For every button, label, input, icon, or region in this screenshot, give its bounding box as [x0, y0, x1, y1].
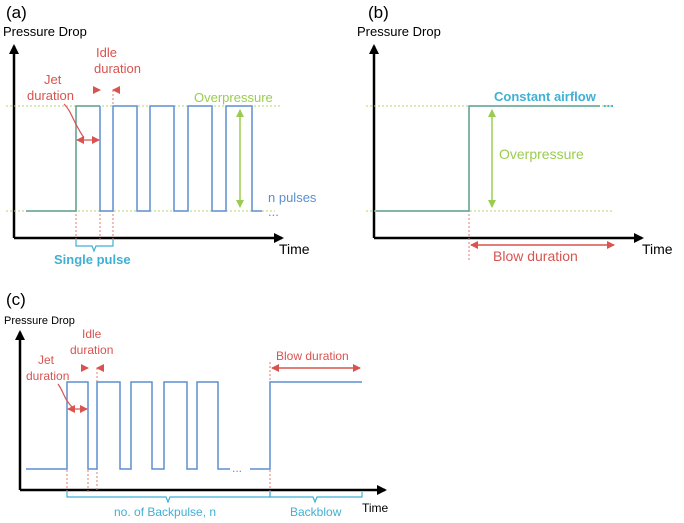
panel-c-backpulse-bracket	[66, 492, 271, 504]
panel-c-backpulse-label: no. of Backpulse, n	[114, 505, 216, 519]
panel-a-single-pulse-bracket	[75, 240, 114, 253]
panel-c-xlabel: Time	[362, 501, 389, 515]
panel-c-ylabel: Pressure Drop	[4, 315, 75, 327]
panel-c-ellipsis: ...	[232, 461, 242, 475]
panel-c-pulse-train	[26, 381, 230, 470]
panel-c: (c) Pressure Drop Time ... Idle duration…	[4, 290, 389, 519]
panel-c-label: (c)	[6, 290, 26, 309]
panel-a-idle-label-line2: duration	[94, 61, 141, 76]
panel-c-backblow-label: Backblow	[290, 505, 342, 519]
panel-c-blow-duration-label: Blow duration	[276, 349, 349, 363]
panel-a-pulse-train	[99, 105, 262, 212]
panel-b-xlabel: Time	[642, 241, 673, 257]
panel-a-ellipsis: ...	[268, 204, 279, 219]
panel-c-jet-leader	[57, 383, 75, 410]
panel-c-idle-label-line1: Idle	[82, 327, 102, 341]
panel-b-signal	[376, 105, 600, 212]
panel-b-ylabel: Pressure Drop	[357, 24, 441, 39]
panel-a-xlabel: Time	[279, 241, 310, 257]
panel-c-backblow-bracket	[269, 492, 363, 504]
panel-a-jet-label-line2: duration	[27, 88, 74, 103]
panel-a-jet-label-line1: Jet	[44, 72, 62, 87]
panel-c-jet-label-line1: Jet	[38, 353, 55, 367]
panel-b-overpressure-label: Overpressure	[499, 146, 584, 162]
panel-a-idle-label-line1: Idle	[96, 45, 117, 60]
panel-b-blow-duration-label: Blow duration	[493, 248, 578, 264]
panel-c-jet-label-line2: duration	[26, 369, 69, 383]
panel-a-n-pulses-label: n pulses	[268, 190, 317, 205]
panel-a-ylabel: Pressure Drop	[3, 24, 87, 39]
panel-a-first-pulse	[26, 105, 100, 212]
panel-a-jet-leader	[63, 103, 85, 139]
panel-b: (b) Pressure Drop Time Constant airflow …	[357, 3, 673, 264]
panel-b-constant-airflow-label: Constant airflow	[494, 89, 597, 104]
panel-a-overpressure-label: Overpressure	[194, 90, 273, 105]
panel-c-backblow-signal	[250, 381, 362, 470]
panel-a: (a) Pressure Drop Time ... Overpressure …	[3, 3, 317, 267]
panel-c-idle-label-line2: duration	[70, 343, 113, 357]
panel-a-label: (a)	[6, 3, 27, 22]
panel-b-label: (b)	[368, 3, 389, 22]
panel-b-ellipsis: ...	[603, 95, 614, 110]
panel-a-single-pulse-label: Single pulse	[54, 252, 131, 267]
